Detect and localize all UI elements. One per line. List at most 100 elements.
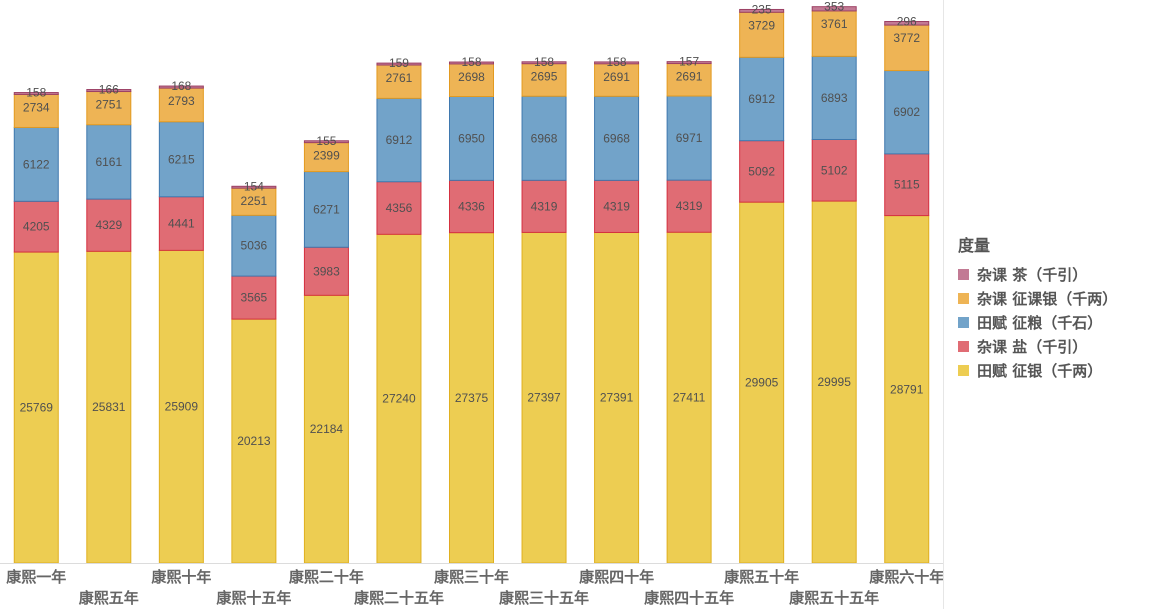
data-label: 166 [99, 83, 119, 97]
bar-segment[interactable] [303, 171, 349, 248]
bar-segment[interactable] [449, 95, 494, 181]
bar-segment[interactable] [376, 97, 422, 183]
bar-segment[interactable] [158, 85, 204, 89]
bar-segment[interactable] [303, 142, 349, 173]
data-label: 2691 [676, 70, 703, 84]
legend-label: 杂课 盐（千引） [977, 337, 1088, 356]
bar-segment[interactable] [231, 318, 277, 564]
x-tick-label: 康熙十年 [151, 568, 211, 586]
bar-segment[interactable] [521, 231, 567, 564]
data-label: 5092 [748, 164, 775, 178]
data-label: 6122 [23, 157, 50, 171]
bar-segment[interactable] [158, 196, 204, 251]
bar-segment[interactable] [666, 179, 712, 233]
data-label: 29995 [818, 375, 852, 389]
bar-segment[interactable] [884, 70, 930, 155]
data-label: 6912 [386, 133, 413, 147]
bar-segment[interactable] [594, 231, 640, 564]
data-label: 4319 [676, 199, 703, 213]
x-tick-label: 康熙一年 [6, 568, 66, 586]
legend-item[interactable]: 田赋 征银（千两） [958, 358, 1117, 382]
bar-segment[interactable] [884, 215, 930, 564]
data-label: 20213 [237, 434, 271, 448]
data-label: 4441 [168, 217, 195, 231]
bar-segment[interactable] [449, 179, 494, 234]
bar-segment[interactable] [811, 6, 857, 12]
data-label: 6912 [748, 92, 775, 106]
bar-segment[interactable] [521, 95, 567, 181]
bar-segment[interactable] [521, 61, 567, 65]
x-tick-label: 康熙十五年 [216, 589, 291, 607]
data-label: 158 [26, 86, 46, 100]
bar-segment[interactable] [884, 153, 930, 217]
bar-segment[interactable] [376, 62, 422, 66]
bar-segment[interactable] [739, 11, 785, 58]
bar-segment[interactable] [666, 63, 712, 97]
data-label: 3729 [748, 18, 775, 32]
bar-segment[interactable] [884, 24, 930, 72]
data-label: 4356 [386, 201, 413, 215]
bar-segment[interactable] [158, 87, 204, 123]
data-label: 27397 [527, 391, 561, 405]
x-tick-label: 康熙二十五年 [354, 589, 444, 607]
bar-segment[interactable] [13, 93, 59, 128]
bar-segment[interactable] [811, 55, 857, 140]
x-tick-label: 康熙三十五年 [499, 589, 589, 607]
bar-segment[interactable] [86, 91, 132, 126]
legend-item[interactable]: 田赋 征粮（千石） [958, 310, 1117, 334]
bar-segment[interactable] [666, 95, 712, 181]
bar-segment[interactable] [739, 201, 785, 564]
bar-segment[interactable] [521, 63, 567, 97]
bar-segment[interactable] [884, 20, 930, 26]
legend-item[interactable]: 杂课 征课银（千两） [958, 286, 1117, 310]
data-label: 6968 [603, 131, 630, 145]
bar-segment[interactable] [594, 179, 640, 233]
data-label: 25831 [92, 400, 126, 414]
chart-area: 25769 4205 6122 2734 158 25831 4329 6161 2751 166… [0, 0, 943, 607]
legend-label: 杂课 征课银（千两） [977, 289, 1118, 308]
bar-segment[interactable] [521, 179, 567, 233]
x-tick-label: 康熙五十年 [724, 568, 799, 586]
bar-segment[interactable] [449, 232, 494, 564]
data-label: 168 [171, 79, 191, 93]
data-label: 159 [389, 56, 409, 70]
bar-segment[interactable] [449, 63, 494, 97]
data-label: 22184 [310, 422, 344, 436]
data-label: 4319 [531, 199, 558, 213]
bar-segment[interactable] [86, 89, 132, 93]
bar-segment[interactable] [594, 61, 640, 65]
bar-segment[interactable] [811, 138, 857, 202]
bar-segment[interactable] [13, 200, 59, 253]
bar-segment[interactable] [739, 140, 785, 203]
bar-segment[interactable] [158, 249, 204, 564]
bar-segment[interactable] [594, 63, 640, 97]
data-label: 27375 [455, 391, 489, 405]
legend-swatch [958, 268, 969, 280]
data-label: 2698 [458, 70, 485, 84]
legend-item[interactable]: 杂课 茶（千引） [958, 262, 1117, 286]
bar-segment[interactable] [86, 124, 132, 200]
bar-segment[interactable] [666, 231, 712, 564]
bar-segment[interactable] [13, 251, 59, 564]
bar-segment[interactable] [231, 187, 277, 216]
bar-segment[interactable] [376, 233, 422, 564]
x-tick-label: 康熙五十五年 [789, 589, 879, 607]
bar-segment[interactable] [231, 275, 277, 320]
legend-item[interactable]: 杂课 盐（千引） [958, 334, 1117, 358]
bar-segment[interactable] [13, 92, 59, 95]
legend: 度量 杂课 茶（千引） 杂课 征课银（千两） 田赋 征粮（千石） 杂课 盐（千引） 田赋… [958, 232, 1117, 382]
data-label: 2695 [531, 70, 558, 84]
bar-segment[interactable] [86, 198, 132, 252]
data-label: 155 [316, 134, 336, 148]
legend-items: 杂课 茶（千引） 杂课 征课银（千两） 田赋 征粮（千石） 杂课 盐（千引） 田赋 征银… [958, 262, 1117, 382]
bar-segment[interactable] [666, 61, 712, 65]
bar-segment[interactable] [449, 61, 494, 65]
data-label: 6968 [531, 131, 558, 145]
bar-segment[interactable] [739, 8, 785, 13]
data-label: 5036 [241, 239, 268, 253]
bar-segment[interactable] [303, 140, 349, 144]
bar-segment[interactable] [231, 185, 277, 189]
bar-segment[interactable] [303, 294, 349, 564]
bar-segment[interactable] [231, 214, 277, 277]
x-tick-label: 康熙二十年 [289, 568, 364, 586]
